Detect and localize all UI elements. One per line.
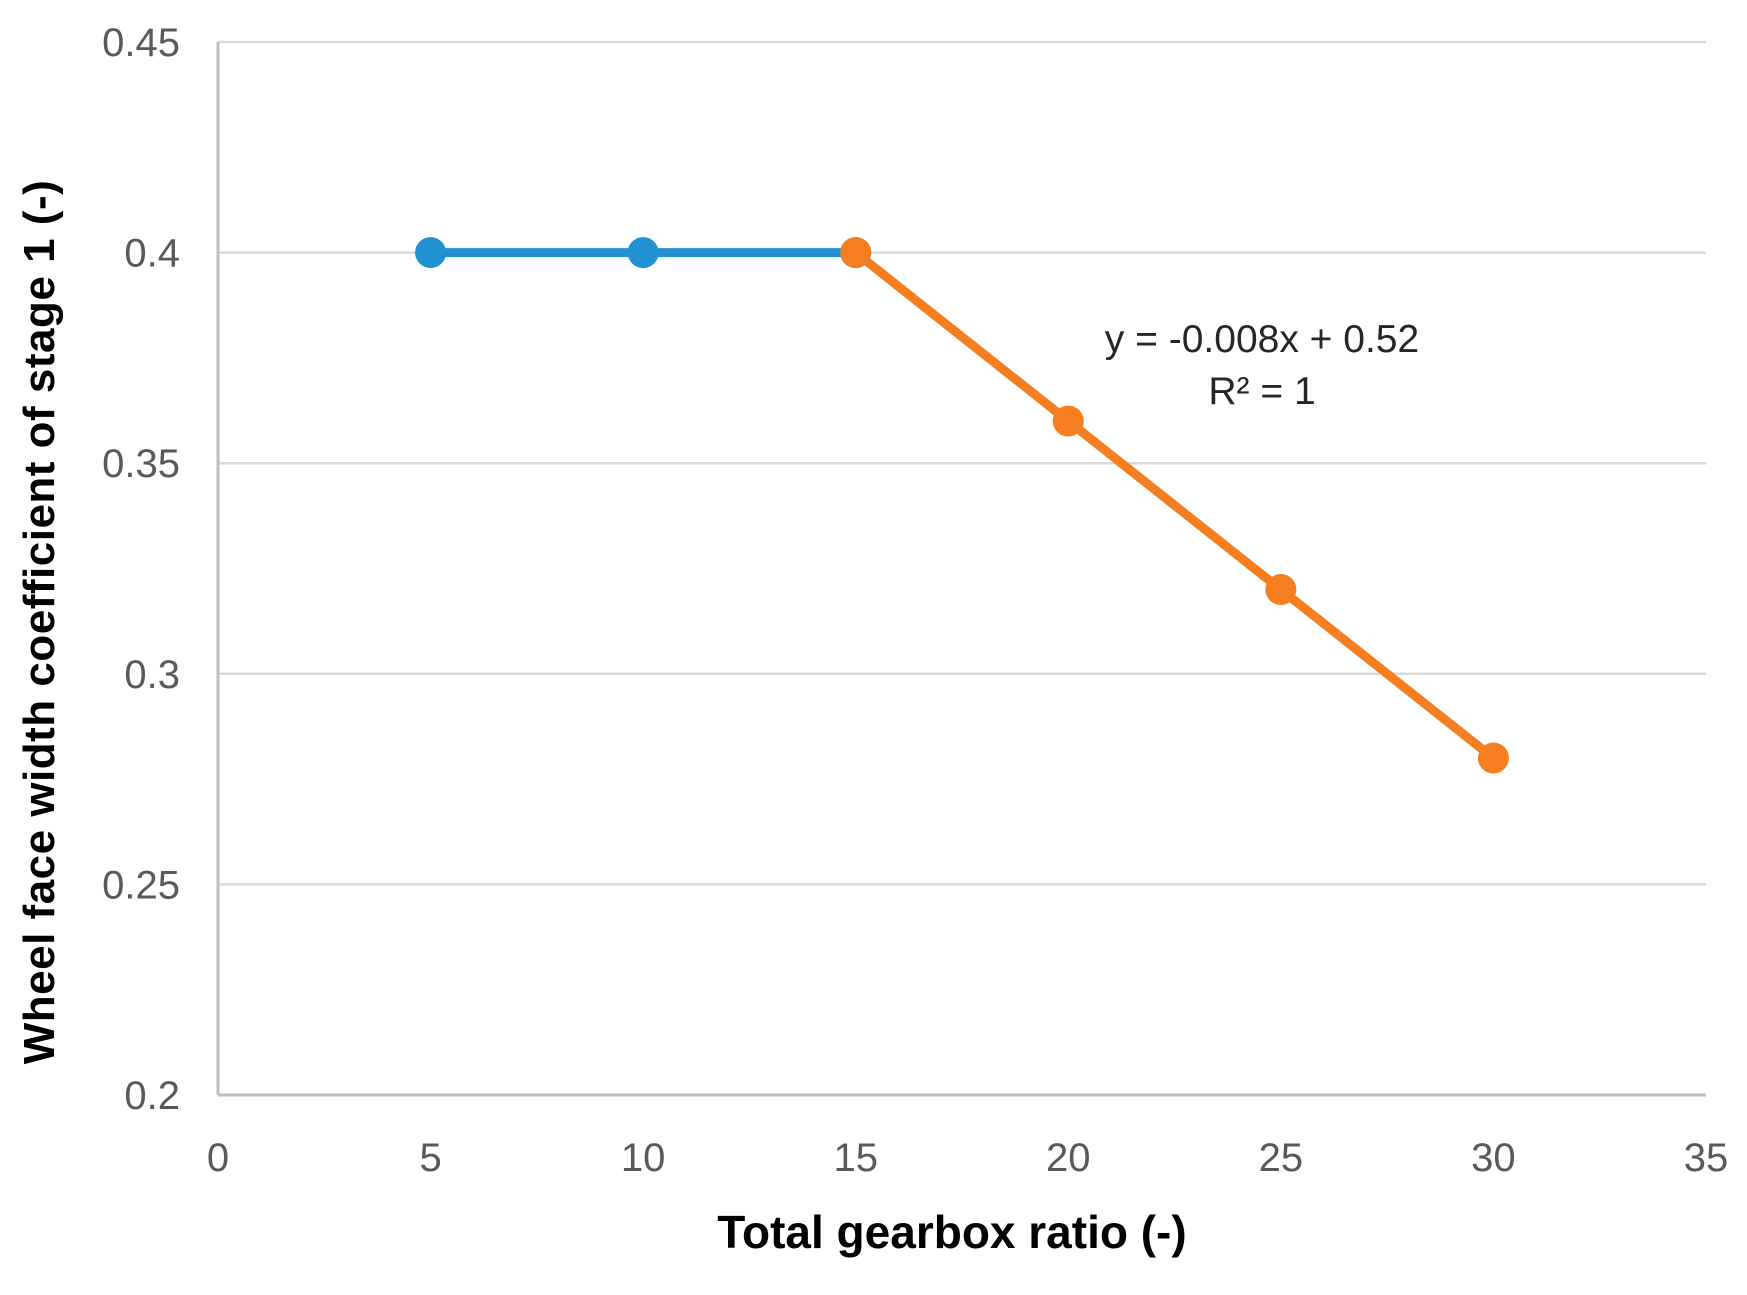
orange-trend-segment-line [851, 248, 1498, 763]
y-axis-title: Wheel face width coefficient of stage 1 … [15, 179, 64, 1065]
x-tick-label: 20 [1046, 1136, 1091, 1180]
y-tick-label: 0.2 [124, 1074, 180, 1118]
trendline-equation: y = -0.008x + 0.52 [1104, 318, 1420, 361]
y-tick-label: 0.25 [102, 863, 180, 907]
orange-trend-segment-marker [840, 237, 872, 269]
orange-trend-segment-marker [1052, 405, 1084, 437]
x-tick-label: 35 [1684, 1136, 1729, 1180]
blue-flat-segment-marker [627, 237, 659, 269]
x-tick-label: 25 [1259, 1136, 1304, 1180]
y-tick-label: 0.45 [102, 21, 180, 65]
y-tick-label: 0.35 [102, 442, 180, 486]
x-axis-title: Total gearbox ratio (-) [717, 1206, 1187, 1258]
x-tick-label: 10 [621, 1136, 666, 1180]
trendline-r-squared: R² = 1 [1208, 370, 1316, 413]
x-tick-label: 30 [1471, 1136, 1516, 1180]
trendline-annotation: y = -0.008x + 0.52 R² = 1 [1105, 314, 1419, 418]
y-tick-label: 0.4 [124, 232, 180, 276]
orange-trend-segment-marker [1477, 742, 1509, 774]
x-tick-label: 15 [833, 1136, 878, 1180]
y-tick-label: 0.3 [124, 653, 180, 697]
x-tick-label: 5 [419, 1136, 441, 1180]
blue-flat-segment-marker [415, 237, 447, 269]
x-tick-label: 0 [207, 1136, 229, 1180]
orange-trend-segment-marker [1265, 574, 1297, 606]
